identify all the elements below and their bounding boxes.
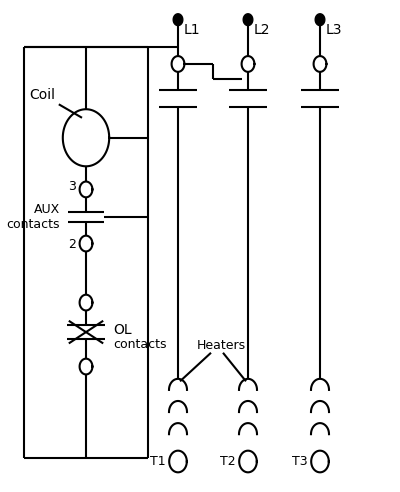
Text: Heaters: Heaters — [196, 339, 246, 352]
Polygon shape — [173, 14, 183, 26]
Text: 2: 2 — [68, 238, 76, 251]
Text: L2: L2 — [254, 23, 270, 37]
Text: T2: T2 — [220, 455, 235, 468]
Polygon shape — [315, 14, 325, 26]
Text: 3: 3 — [68, 181, 76, 193]
Text: Coil: Coil — [29, 88, 55, 102]
Text: T1: T1 — [150, 455, 165, 468]
Text: L1: L1 — [184, 23, 201, 37]
Text: OL: OL — [113, 323, 132, 337]
Text: L3: L3 — [326, 23, 342, 37]
Text: AUX
contacts: AUX contacts — [6, 203, 60, 231]
Text: T3: T3 — [292, 455, 307, 468]
Text: contacts: contacts — [113, 338, 167, 351]
Polygon shape — [243, 14, 253, 26]
